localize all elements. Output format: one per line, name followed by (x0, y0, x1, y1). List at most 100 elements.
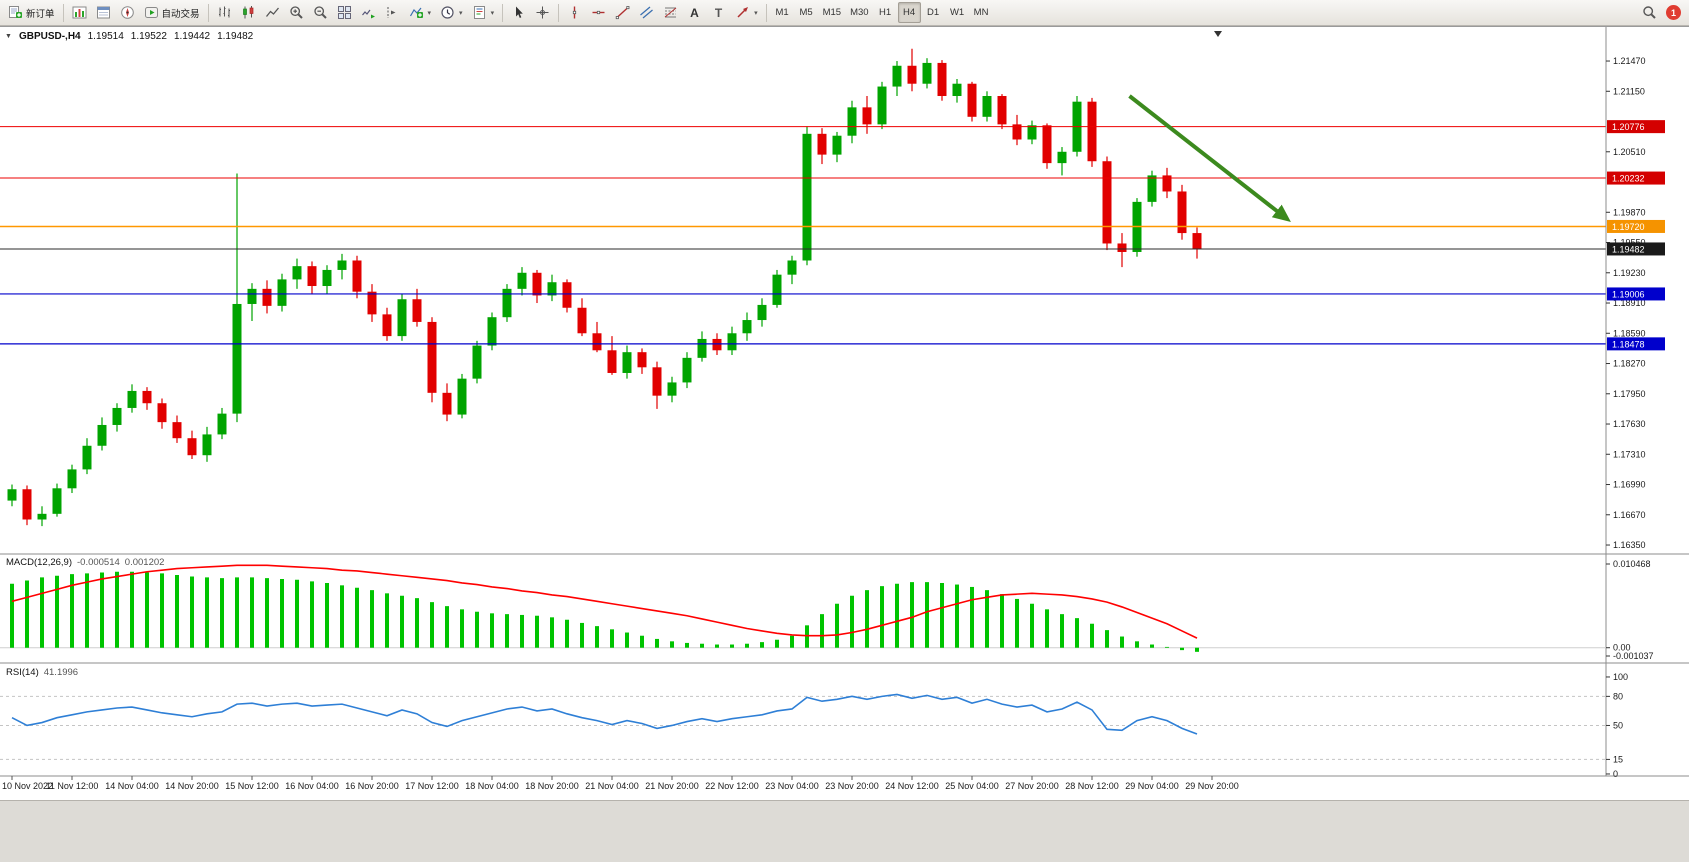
svg-text:18 Nov 20:00: 18 Nov 20:00 (525, 781, 579, 791)
channel-tool-button[interactable] (635, 2, 658, 23)
horizontal-line-tool-button[interactable] (587, 2, 610, 23)
autotrading-button[interactable]: 自动交易 (140, 2, 204, 23)
template-icon (473, 6, 485, 19)
chart-canvas[interactable]: 1.214701.211501.205101.198701.195501.192… (0, 27, 1689, 801)
timeframe-h4-button[interactable]: H4 (897, 2, 921, 23)
label-tool-icon: T (715, 6, 723, 20)
bar-chart-icon (218, 6, 230, 18)
svg-text:14 Nov 04:00: 14 Nov 04:00 (105, 781, 159, 791)
svg-text:28 Nov 12:00: 28 Nov 12:00 (1065, 781, 1119, 791)
svg-text:1.16990: 1.16990 (1613, 480, 1646, 490)
indicators-button[interactable]: ▾ (405, 2, 436, 23)
indicators-icon (409, 7, 423, 18)
trendline-icon (615, 6, 630, 20)
label-tool-button[interactable]: T (707, 2, 730, 23)
svg-text:0: 0 (1613, 769, 1618, 779)
toolbar-separator (502, 3, 504, 22)
macd-value: -0.000514 (77, 557, 120, 568)
autotrading-icon (144, 7, 158, 18)
timeframe-m1-button[interactable]: M1 (771, 2, 794, 23)
vertical-line-tool-button[interactable] (563, 2, 586, 23)
templates-dropdown-icon[interactable]: ▾ (490, 9, 495, 17)
svg-text:50: 50 (1613, 720, 1623, 730)
timeframe-d1-button[interactable]: D1 (922, 2, 945, 23)
timeframe-w1-button[interactable]: W1 (946, 2, 969, 23)
tile-windows-button[interactable] (333, 2, 356, 23)
data-window-icon (96, 6, 110, 19)
rsi-header: RSI(14) 41.1996 (6, 667, 78, 678)
timeframe-m30-button[interactable]: M30 (846, 2, 872, 23)
bar-chart-mode-button[interactable] (213, 2, 236, 23)
candlestick-mode-button[interactable] (237, 2, 260, 23)
periods-dropdown-icon[interactable]: ▾ (459, 9, 463, 17)
crosshair-icon (536, 6, 549, 19)
svg-text:21 Nov 20:00: 21 Nov 20:00 (645, 781, 699, 791)
svg-text:17 Nov 12:00: 17 Nov 12:00 (405, 781, 459, 791)
svg-text:1.20776: 1.20776 (1612, 122, 1645, 132)
svg-text:1.18478: 1.18478 (1612, 339, 1645, 349)
svg-text:25 Nov 04:00: 25 Nov 04:00 (945, 781, 999, 791)
svg-text:-0.001037: -0.001037 (1613, 651, 1654, 661)
timeframe-h1-button[interactable]: H1 (874, 2, 897, 23)
svg-text:22 Nov 12:00: 22 Nov 12:00 (705, 781, 759, 791)
ohlc-high-value: 1.19522 (130, 31, 167, 42)
new-order-label: 新订单 (26, 8, 55, 20)
svg-text:10 Nov 2022: 10 Nov 2022 (2, 781, 53, 791)
cursor-tool-button[interactable] (507, 2, 530, 23)
text-tool-button[interactable]: A (683, 2, 706, 23)
chart-symbol-label: GBPUSD-,H4 (18, 31, 81, 42)
data-window-button[interactable] (92, 2, 115, 23)
timeframe-m5-button[interactable]: M5 (795, 2, 818, 23)
crosshair-tool-button[interactable] (531, 2, 554, 23)
ohlc-close-value: 1.19482 (217, 31, 254, 42)
svg-text:1.21470: 1.21470 (1613, 56, 1646, 66)
arrows-dropdown-icon[interactable]: ▾ (754, 9, 758, 17)
zoom-out-icon (313, 6, 327, 19)
indicators-dropdown-icon[interactable]: ▾ (427, 9, 432, 17)
trendline-tool-button[interactable] (611, 2, 634, 23)
navigator-button[interactable] (116, 2, 139, 23)
toolbar: 新订单 自动交易 (0, 0, 1689, 26)
svg-text:1.20232: 1.20232 (1612, 174, 1645, 184)
auto-scroll-button[interactable] (357, 2, 380, 23)
new-order-button[interactable]: 新订单 (4, 2, 59, 23)
channel-icon (640, 6, 653, 19)
svg-text:21 Nov 04:00: 21 Nov 04:00 (585, 781, 639, 791)
timeframe-mn-button[interactable]: MN (970, 2, 993, 23)
svg-text:23 Nov 20:00: 23 Nov 20:00 (825, 781, 879, 791)
timeframe-m15-button[interactable]: M15 (819, 2, 845, 23)
arrows-tool-icon (737, 7, 749, 18)
chart-shift-marker (1214, 31, 1222, 37)
arrows-tool-button[interactable]: ▾ (731, 2, 762, 23)
svg-text:1.18590: 1.18590 (1613, 328, 1646, 338)
trend-arrow (1128, 94, 1291, 222)
zoom-in-button[interactable] (285, 2, 308, 23)
fibonacci-tool-button[interactable] (659, 2, 682, 23)
rsi-pane: 100 80 50 15 0 (0, 672, 1628, 779)
auto-scroll-icon (361, 9, 375, 19)
line-chart-icon (265, 7, 279, 17)
svg-text:24 Nov 12:00: 24 Nov 12:00 (885, 781, 939, 791)
symbol-collapse-icon[interactable]: ▼ (5, 33, 12, 40)
vertical-line-icon (572, 6, 577, 19)
market-watch-button[interactable] (68, 2, 91, 23)
workspace-background (0, 800, 1689, 862)
search-button[interactable] (1638, 2, 1661, 23)
fibonacci-icon (664, 7, 677, 18)
macd-pane: 0.010468 0.00-0.001037 (0, 559, 1654, 661)
svg-text:0.00: 0.00 (1613, 643, 1631, 653)
periods-button[interactable]: ▾ (436, 2, 467, 23)
chart-shift-button[interactable] (381, 2, 404, 23)
templates-button[interactable]: ▾ (468, 2, 499, 23)
notification-badge[interactable]: 1 (1666, 5, 1681, 20)
svg-text:29 Nov 04:00: 29 Nov 04:00 (1125, 781, 1179, 791)
candlestick-chart-icon (242, 6, 253, 19)
line-chart-mode-button[interactable] (261, 2, 284, 23)
chart-window: 1.214701.211501.205101.198701.195501.192… (0, 26, 1689, 801)
toolbar-separator (558, 3, 560, 22)
zoom-out-button[interactable] (309, 2, 332, 23)
svg-text:18 Nov 04:00: 18 Nov 04:00 (465, 781, 519, 791)
svg-text:15: 15 (1613, 754, 1623, 764)
market-watch-icon (72, 6, 87, 19)
svg-text:1.19006: 1.19006 (1612, 289, 1645, 299)
